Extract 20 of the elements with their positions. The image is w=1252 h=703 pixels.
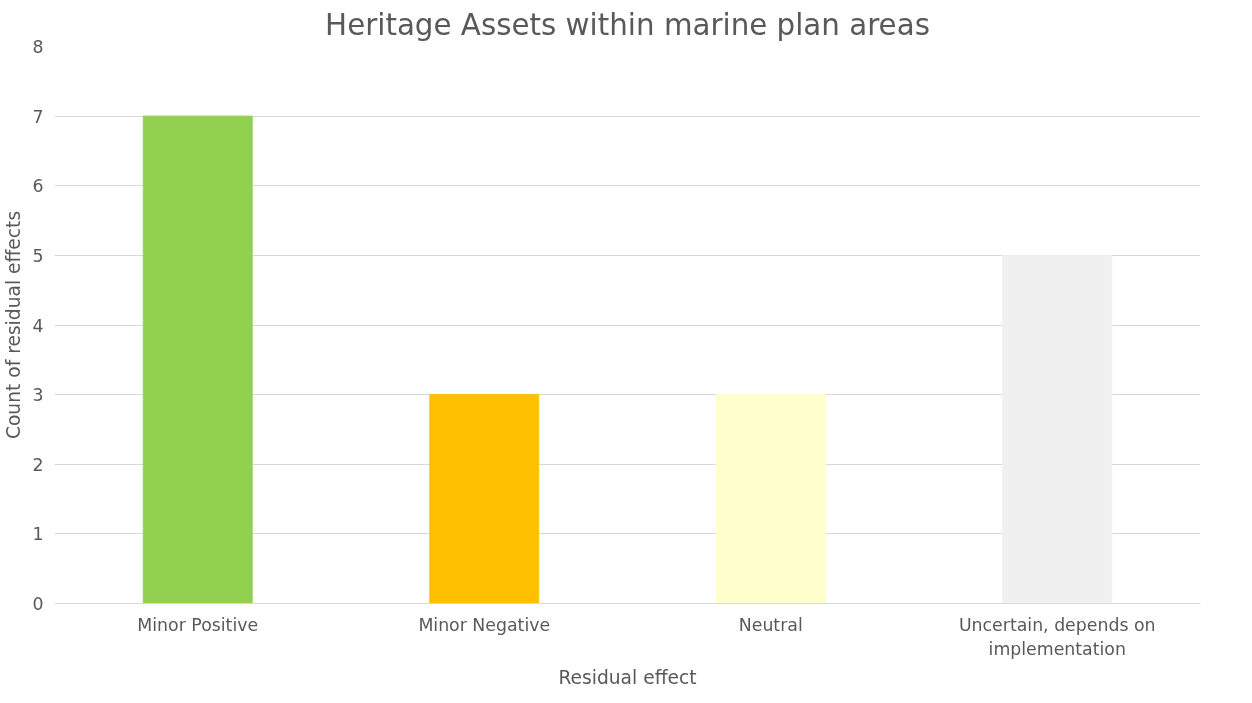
y-tick-label: 3 xyxy=(32,385,44,406)
x-axis-title: Residual effect xyxy=(558,666,697,688)
y-tick-label: 6 xyxy=(32,176,44,197)
x-tick-label: Uncertain, depends on implementation xyxy=(958,614,1156,659)
bar xyxy=(1002,254,1113,604)
y-tick-label: 1 xyxy=(32,524,44,545)
y-tick-label: 7 xyxy=(32,106,44,127)
x-tick-label: Neutral xyxy=(738,614,803,635)
bar xyxy=(142,115,253,604)
chart-title: Heritage Assets within marine plan areas xyxy=(325,7,930,42)
y-tick-label: 0 xyxy=(32,594,44,614)
y-tick-label: 4 xyxy=(32,315,44,336)
y-tick-label: 5 xyxy=(32,245,44,266)
y-tick-label: 2 xyxy=(32,454,44,475)
y-tick-label: 8 xyxy=(32,37,44,57)
bar xyxy=(715,394,826,604)
y-axis-title: Count of residual effects xyxy=(3,210,25,440)
x-tick-label: Minor Positive xyxy=(137,614,259,635)
bar xyxy=(429,394,540,604)
x-tick-label: Minor Negative xyxy=(418,614,551,635)
